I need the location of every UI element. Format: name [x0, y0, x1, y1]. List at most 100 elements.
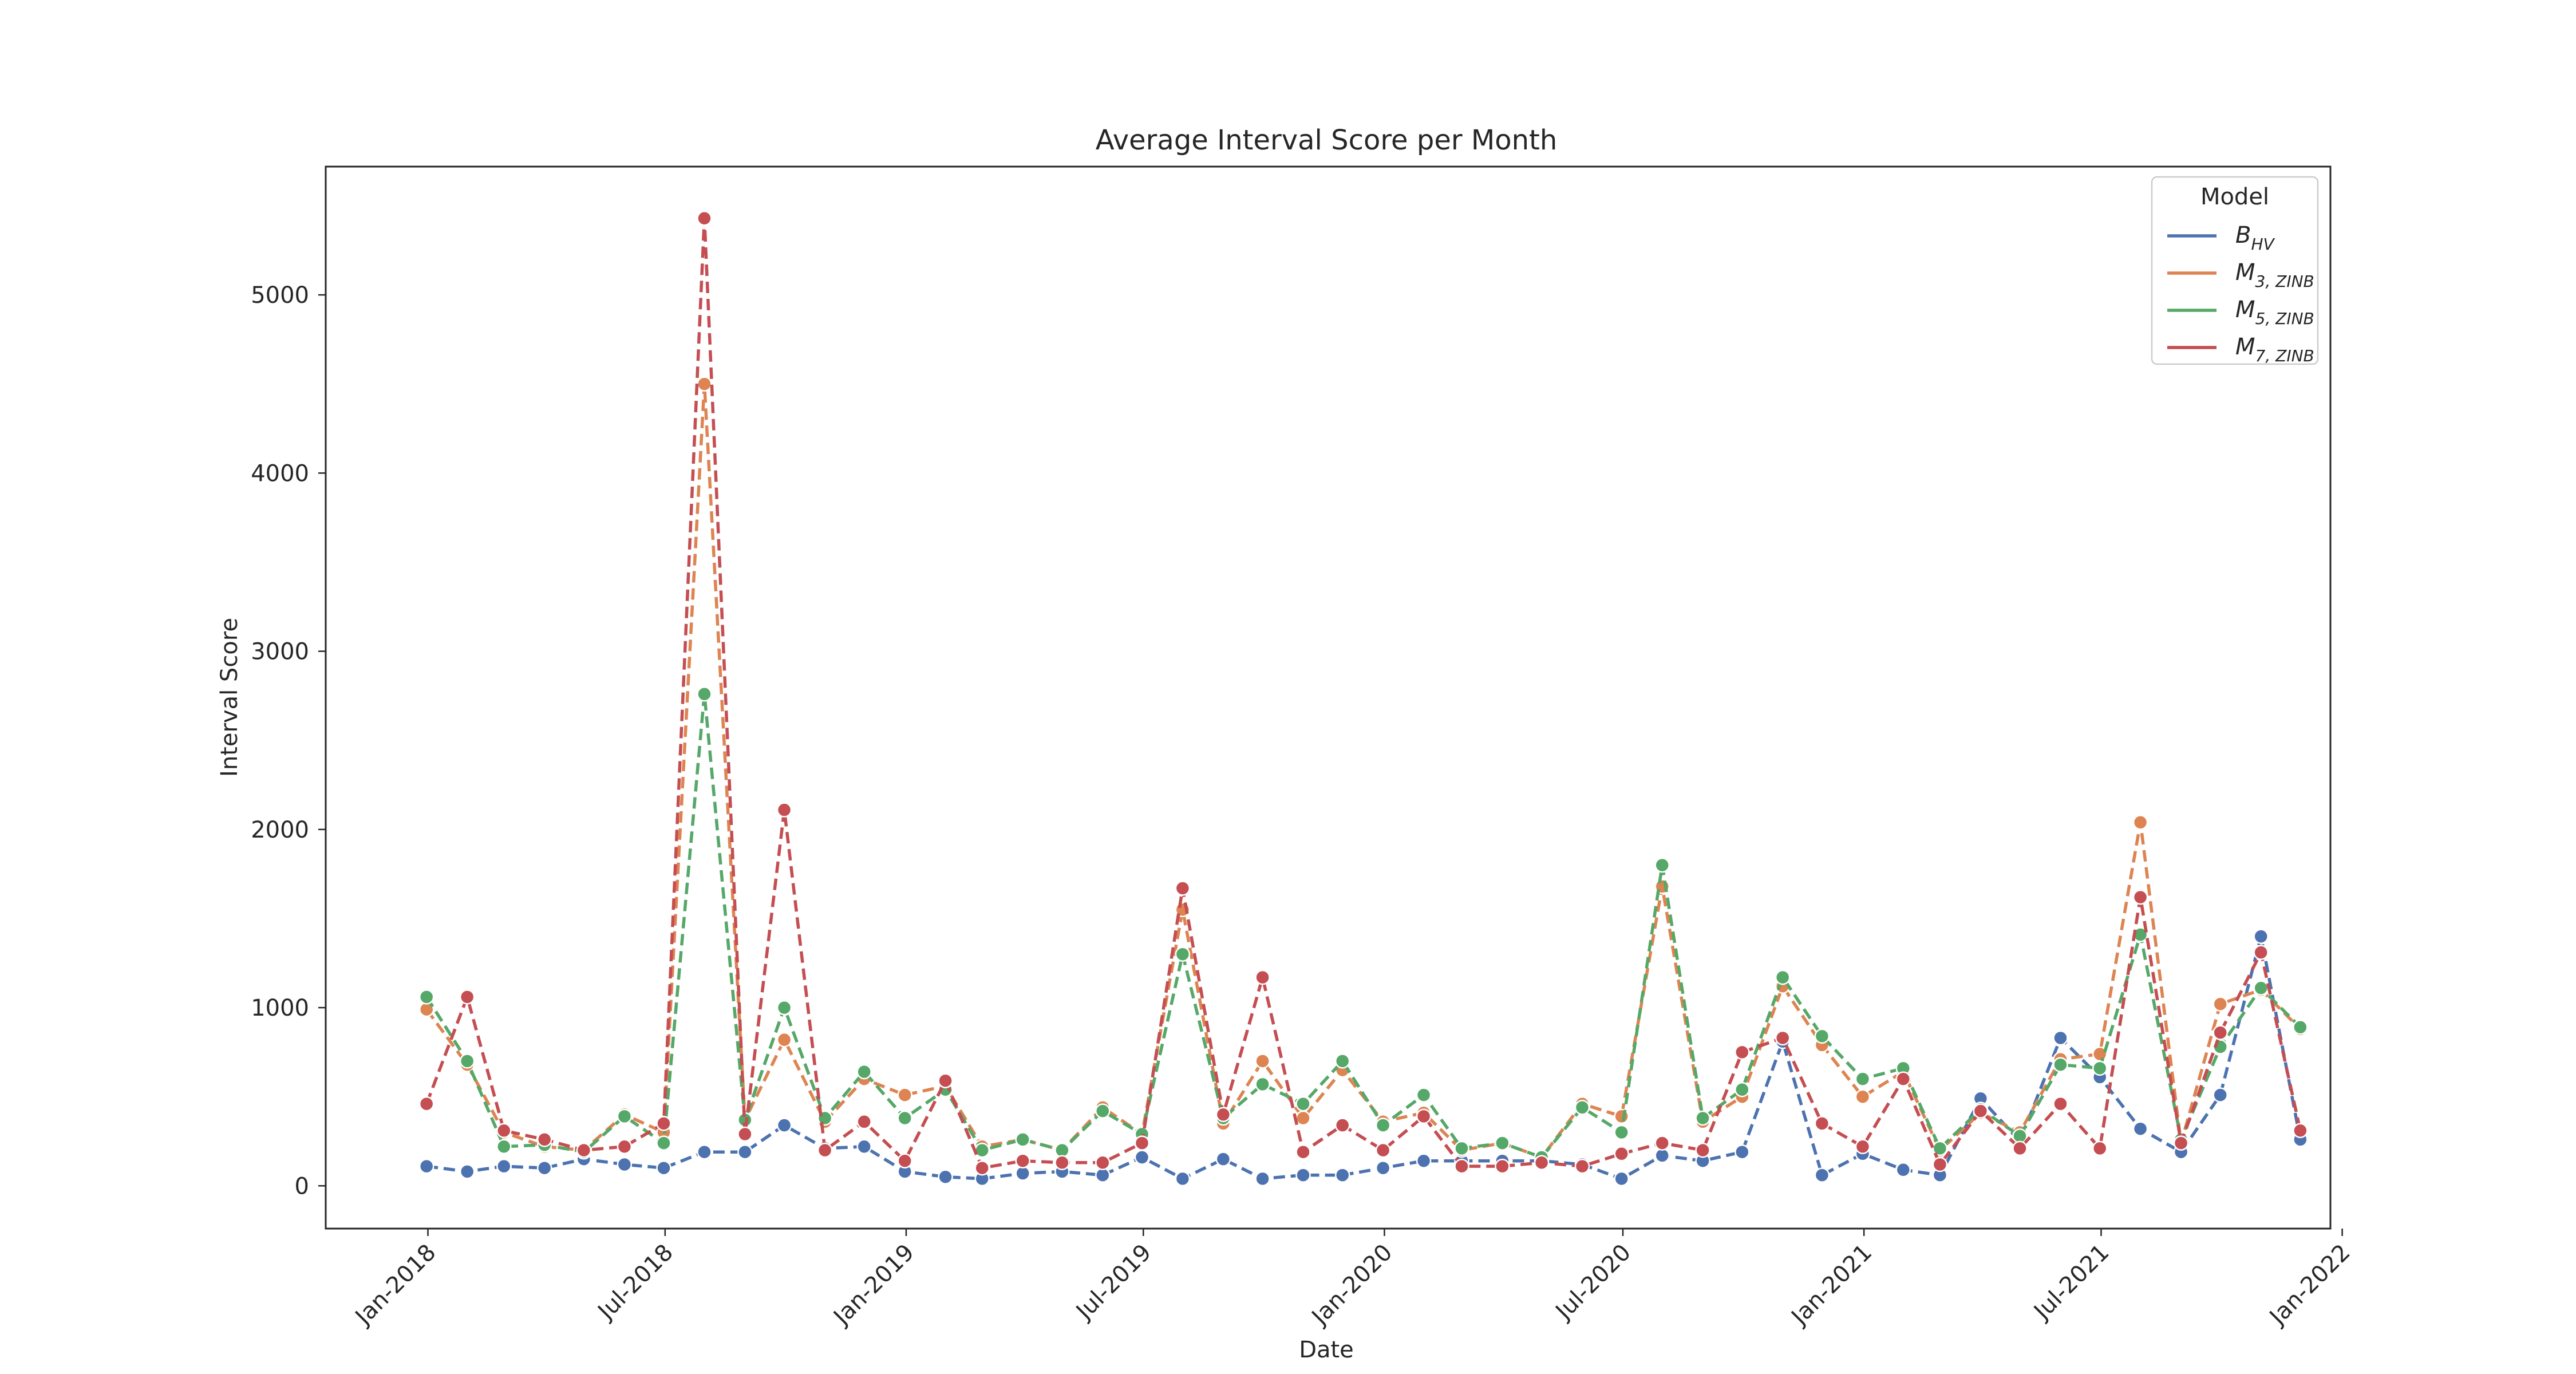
data-point [1095, 1167, 1111, 1183]
data-point [418, 1096, 434, 1112]
data-point [2132, 1121, 2148, 1136]
legend-box [2151, 176, 2319, 365]
plot-area [326, 167, 2330, 1229]
legend-label: M5, ZINB [2235, 297, 2314, 328]
data-point [536, 1160, 552, 1176]
y-axis-ticks: 0 1000 2000 3000 4000 5000 [251, 282, 326, 1199]
legend-label-subscript: 5, ZINB [2255, 309, 2314, 328]
legend-label: M3, ZINB [2235, 259, 2314, 291]
data-point [1175, 1171, 1191, 1187]
data-point [974, 1160, 990, 1176]
data-point [418, 989, 434, 1005]
data-point [2293, 1123, 2308, 1139]
data-point [1454, 1140, 1469, 1156]
data-point [1495, 1158, 1510, 1174]
legend-item: M7, ZINB [2167, 334, 2314, 365]
data-point [1255, 969, 1270, 985]
data-point [897, 1110, 912, 1126]
data-point [496, 1158, 512, 1174]
data-point [2132, 889, 2148, 905]
data-point [817, 1142, 833, 1158]
data-point [656, 1135, 671, 1151]
data-point [1574, 1100, 1590, 1115]
data-point [1454, 1158, 1469, 1174]
data-point [938, 1073, 953, 1088]
data-point [1215, 1107, 1231, 1123]
data-point [1735, 1081, 1750, 1097]
data-point [617, 1139, 633, 1155]
data-point [1654, 857, 1670, 873]
data-point [856, 1139, 872, 1155]
data-point [1895, 1071, 1911, 1087]
data-point [1416, 1108, 1432, 1124]
data-point [1973, 1103, 1989, 1119]
data-point [2173, 1135, 2189, 1151]
data-point [1574, 1158, 1590, 1174]
legend-item: M3, ZINB [2167, 259, 2314, 291]
series-M_7,ZINB [418, 211, 2308, 1176]
legend-label: BHV [2235, 222, 2275, 254]
series-layer [418, 211, 2308, 1187]
legend-label-subscript: 3, ZINB [2255, 272, 2314, 291]
data-point [1855, 1139, 1871, 1155]
y-tick-label: 3000 [251, 639, 309, 665]
data-point [1932, 1156, 1948, 1172]
data-point [1614, 1124, 1629, 1140]
data-point [1614, 1171, 1629, 1187]
data-point [1215, 1151, 1231, 1167]
data-point [2012, 1140, 2028, 1156]
data-point [2132, 815, 2148, 830]
data-point [536, 1132, 552, 1147]
data-point [1255, 1171, 1270, 1187]
data-point [1814, 1028, 1830, 1044]
legend-label-subscript: HV [2251, 235, 2275, 254]
x-axis-label: Date [1299, 1337, 1354, 1363]
legend-item: BHV [2167, 222, 2275, 254]
data-point [418, 1158, 434, 1174]
data-point [776, 1032, 792, 1048]
data-point [617, 1108, 633, 1124]
y-tick-label: 5000 [251, 282, 309, 309]
y-axis-label: Interval Score [216, 618, 243, 777]
data-point [1855, 1089, 1871, 1104]
data-point [856, 1114, 872, 1130]
y-tick-label: 2000 [251, 817, 309, 843]
data-point [1295, 1110, 1311, 1126]
data-point [2293, 1020, 2308, 1035]
data-point [2212, 1087, 2228, 1103]
data-point [1334, 1053, 1350, 1069]
data-point [1134, 1150, 1150, 1165]
data-point [656, 1116, 671, 1131]
data-point [656, 1160, 671, 1176]
data-point [974, 1142, 990, 1158]
legend-label-base: M [2235, 297, 2255, 323]
data-point [1735, 1044, 1750, 1060]
data-point [2092, 1140, 2108, 1156]
data-point [1895, 1162, 1911, 1178]
series-line [425, 216, 2302, 1170]
data-point [1695, 1142, 1710, 1158]
data-point [776, 1000, 792, 1016]
data-point [856, 1064, 872, 1080]
data-point [2053, 1057, 2068, 1072]
legend-label: M7, ZINB [2235, 334, 2314, 365]
data-point [1814, 1116, 1830, 1131]
series-B_HV [418, 929, 2308, 1187]
plot-frame [325, 165, 2332, 1230]
y-tick-label: 4000 [251, 460, 309, 487]
data-point [1495, 1135, 1510, 1151]
legend-label-subscript: 7, ZINB [2255, 346, 2314, 365]
data-point [1015, 1132, 1030, 1147]
data-point [1775, 1030, 1791, 1046]
legend-label-base: M [2235, 334, 2255, 360]
data-point [1775, 969, 1791, 985]
data-point [1095, 1103, 1111, 1119]
data-point [938, 1169, 953, 1185]
data-point [1375, 1118, 1391, 1133]
data-point [2053, 1096, 2068, 1112]
data-point [1614, 1108, 1629, 1124]
data-point [1375, 1142, 1391, 1158]
data-point [2253, 929, 2269, 944]
data-point [776, 1118, 792, 1133]
